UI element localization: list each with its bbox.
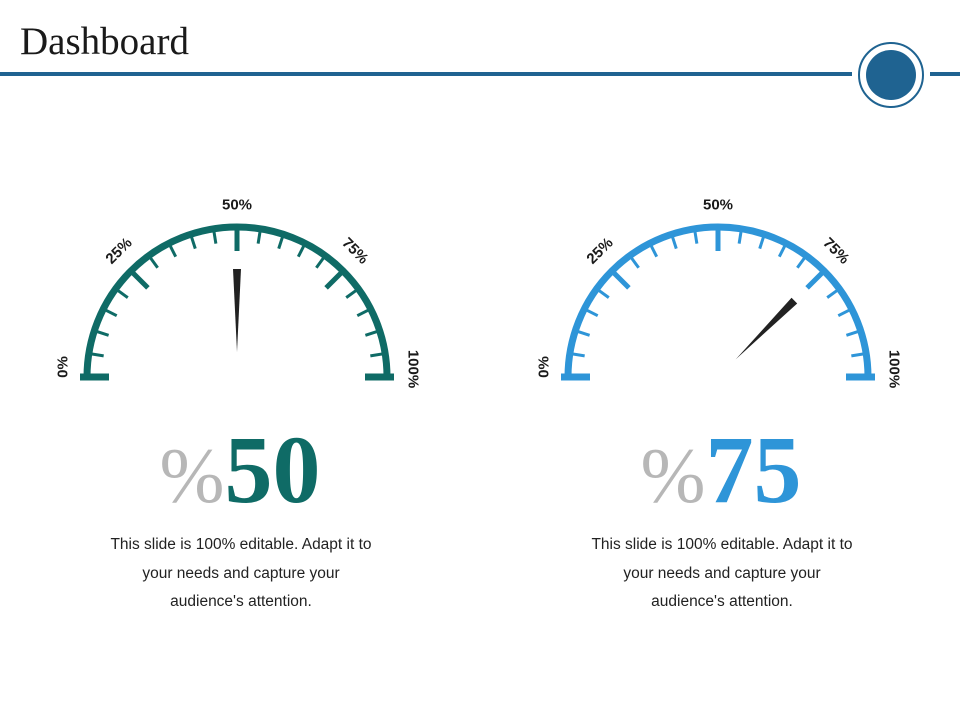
minor-tick [114, 287, 129, 299]
value-text: 50 [224, 416, 321, 523]
description-line: audience's attention. [651, 593, 793, 610]
tick-label: 25% [583, 234, 616, 267]
gauge-right: 0% 25% 50% 75% 100% [536, 197, 903, 389]
minor-tick [569, 352, 585, 358]
minor-tick [102, 307, 118, 318]
page-title: Dashboard [20, 20, 189, 63]
minor-tick [737, 228, 743, 244]
minor-tick [583, 307, 599, 318]
circle-icon [866, 50, 916, 100]
minor-tick [364, 329, 381, 337]
major-tick [324, 269, 345, 290]
gauge-right-description: This slide is 100% editable. Adapt it to… [562, 531, 882, 617]
minor-tick [595, 287, 610, 299]
minor-tick [315, 254, 327, 269]
minor-tick [189, 233, 197, 250]
tick-label: 0% [536, 356, 553, 378]
minor-tick [167, 242, 178, 258]
minor-tick [256, 228, 262, 244]
description-line: your needs and capture your [142, 564, 340, 582]
minor-tick [345, 287, 360, 299]
minor-tick [777, 242, 788, 258]
gauge-left-description: This slide is 100% editable. Adapt it to… [81, 531, 401, 617]
header-badge [858, 42, 924, 108]
header-divider-right [930, 72, 960, 76]
minor-tick [296, 242, 307, 258]
major-tick [129, 269, 150, 290]
gauge-left: 0% 25% 50% 75% 100% [55, 197, 422, 389]
gauge-needle [735, 297, 798, 360]
minor-tick [826, 287, 841, 299]
major-tick [805, 269, 826, 290]
description-line: audience's attention. [170, 593, 312, 610]
value-text: 75 [705, 416, 802, 523]
minor-tick [845, 329, 862, 337]
tick-label: 50% [222, 197, 252, 214]
header-divider-left [0, 72, 852, 76]
description-line: your needs and capture your [623, 564, 821, 582]
minor-tick [93, 329, 110, 337]
minor-tick [851, 352, 867, 358]
minor-tick [648, 242, 659, 258]
tick-label: 75% [819, 234, 852, 267]
description-line: This slide is 100% editable. Adapt it to [110, 536, 372, 553]
minor-tick [796, 254, 808, 269]
minor-tick [758, 233, 766, 250]
tick-label: 100% [886, 350, 903, 388]
minor-tick [277, 233, 285, 250]
minor-tick [574, 329, 591, 337]
major-tick [610, 269, 631, 290]
tick-label: 50% [703, 197, 733, 214]
minor-tick [88, 352, 104, 358]
tick-label: 25% [102, 234, 135, 267]
minor-tick [147, 254, 159, 269]
percent-sign: % [159, 432, 225, 519]
tick-label: 75% [338, 234, 371, 267]
description-line: This slide is 100% editable. Adapt it to [591, 536, 853, 553]
gauge-right-value: %75 [571, 420, 871, 520]
minor-tick [212, 228, 218, 244]
minor-tick [670, 233, 678, 250]
minor-tick [837, 307, 853, 318]
percent-sign: % [640, 432, 706, 519]
minor-tick [628, 254, 640, 269]
tick-label: 100% [405, 350, 422, 388]
gauge-left-value: %50 [90, 420, 390, 520]
minor-tick [356, 307, 372, 318]
tick-label: 0% [55, 356, 72, 378]
gauge-needle [233, 269, 241, 352]
minor-tick [693, 228, 699, 244]
minor-tick [370, 352, 386, 358]
